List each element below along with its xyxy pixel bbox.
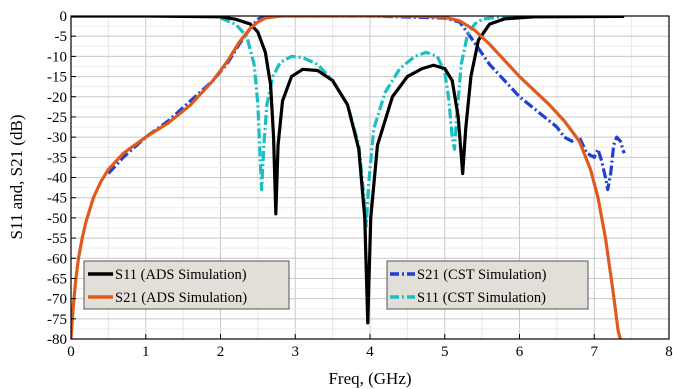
y-tick-label: -75	[47, 312, 67, 328]
y-tick-label: -40	[47, 171, 67, 187]
y-tick-label: -55	[47, 231, 67, 247]
legend-s21-cst-label: S21 (CST Simulation)	[417, 267, 547, 283]
y-tick-label: -15	[47, 70, 67, 86]
series-s21-ads-simulation	[71, 16, 622, 339]
x-tick-label: 4	[366, 344, 374, 360]
series-s11-ads-simulation	[71, 16, 625, 325]
series-layer	[71, 16, 626, 339]
x-tick-label: 7	[591, 344, 599, 360]
y-tick-label: -70	[47, 292, 67, 308]
x-axis-label: Freq, (GHz)	[328, 369, 411, 388]
y-tick-label: -35	[47, 150, 67, 166]
legend-right-box	[386, 260, 589, 310]
x-tick-label: 1	[142, 344, 150, 360]
x-tick-label: 8	[665, 344, 673, 360]
y-tick-label: -25	[47, 110, 67, 126]
x-tick-label: 0	[67, 344, 75, 360]
x-tick-label: 6	[516, 344, 524, 360]
legend-left: S11 (ADS Simulation) S21 (ADS Simulation…	[83, 260, 290, 310]
y-tick-label: -20	[47, 90, 67, 106]
x-tick-label: 2	[217, 344, 225, 360]
y-tick-label: -60	[47, 251, 67, 267]
series-s11-cst-simulation	[219, 16, 625, 228]
y-tick-label: -45	[47, 191, 67, 207]
y-tick-label: -65	[47, 271, 67, 287]
y-tick-label: -30	[47, 130, 67, 146]
y-tick-label: -80	[47, 332, 67, 348]
legend-s11-ads-label: S11 (ADS Simulation)	[115, 267, 247, 283]
legend-s11-cst-label: S11 (CST Simulation)	[417, 290, 546, 306]
y-axis-label: S11 and, S21 (dB)	[7, 115, 26, 240]
legend-s21-ads-label: S21 (ADS Simulation)	[115, 290, 247, 306]
y-tick-label: -50	[47, 211, 67, 227]
y-tick-label: 0	[60, 9, 68, 25]
y-tick-label: -10	[47, 49, 67, 65]
x-tick-label: 5	[441, 344, 449, 360]
y-tick-label: -5	[55, 29, 68, 45]
tick-layer: 0 1 2 3 4 5 6 7 8 0 -5 -10 -15 -20 -25 -30 -35 -40 -45 -50 -…	[47, 9, 673, 360]
legend-right: S21 (CST Simulation) S11 (CST Simulation…	[386, 260, 589, 310]
legend-left-box	[83, 260, 290, 310]
x-tick-label: 3	[292, 344, 300, 360]
